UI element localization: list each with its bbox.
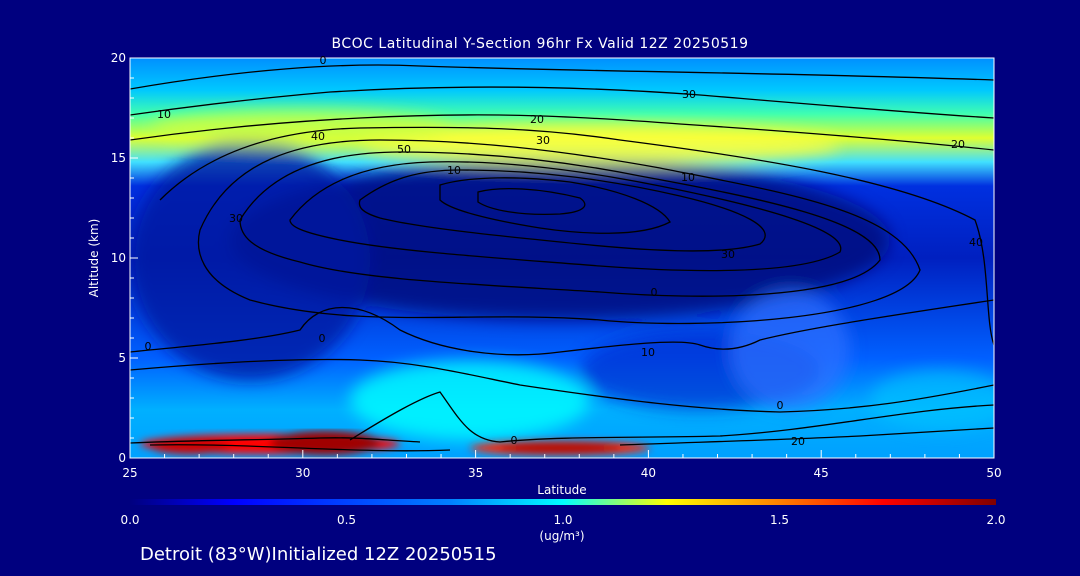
y-tick-label: 20 [111, 51, 126, 65]
footer-initialized: Detroit (83°W)Initialized 12Z 20250515 [140, 544, 497, 565]
contour-label: 40 [311, 130, 325, 143]
contour-label: 10 [447, 164, 461, 177]
x-axis-label: Latitude [537, 483, 586, 497]
contour-label: 40 [969, 236, 983, 249]
contour-label: 20 [530, 113, 544, 126]
y-tick-label: 10 [111, 251, 126, 265]
contour-label: 20 [951, 138, 965, 151]
contour-label: 0 [320, 54, 327, 67]
x-tick-label: 40 [641, 466, 656, 480]
contour-label: 10 [641, 346, 655, 359]
y-tick-label: 5 [118, 351, 126, 365]
contour-label: 0 [319, 332, 326, 345]
y-tick-label: 0 [118, 451, 126, 465]
chart-title: BCOC Latitudinal Y-Section 96hr Fx Valid… [331, 36, 749, 52]
contour-label: 10 [157, 108, 171, 121]
y-axis: 0 5 10 15 20 [111, 51, 138, 465]
colorbar-ticks: 0.0 0.5 1.0 1.5 2.0 [120, 513, 1005, 527]
x-tick-label: 35 [468, 466, 483, 480]
contour-lines [130, 64, 994, 452]
heatmap-field [130, 58, 994, 458]
contour-label: 30 [229, 212, 243, 225]
x-tick-label: 50 [986, 466, 1001, 480]
contour-label: 20 [791, 435, 805, 448]
contour-label: 0 [777, 399, 784, 412]
x-tick-label: 30 [295, 466, 310, 480]
colorbar-tick-label: 2.0 [986, 513, 1005, 527]
x-tick-label: 45 [814, 466, 829, 480]
y-tick-label: 15 [111, 151, 126, 165]
contour-label: 0 [651, 286, 658, 299]
contour-labels: 0 10 20 30 40 50 30 10 10 20 40 30 30 0 0 10 0 0 0 20 [145, 54, 984, 448]
contour-label: 30 [536, 134, 550, 147]
contour-label: 0 [511, 434, 518, 447]
contour-label: 30 [721, 248, 735, 261]
colorbar [130, 499, 996, 505]
colorbar-tick-label: 1.0 [553, 513, 572, 527]
contour-label: 30 [682, 88, 696, 101]
colorbar-tick-label: 1.5 [770, 513, 789, 527]
contour-label: 0 [145, 340, 152, 353]
contour-label: 10 [681, 171, 695, 184]
x-axis: 25 30 35 40 45 50 [122, 450, 1002, 480]
contour-label: 50 [397, 143, 411, 156]
colorbar-tick-label: 0.0 [120, 513, 139, 527]
y-axis-label: Altitude (km) [87, 219, 101, 298]
colorbar-unit: (ug/m³) [539, 529, 584, 543]
x-tick-label: 25 [122, 466, 137, 480]
colorbar-tick-label: 0.5 [337, 513, 356, 527]
